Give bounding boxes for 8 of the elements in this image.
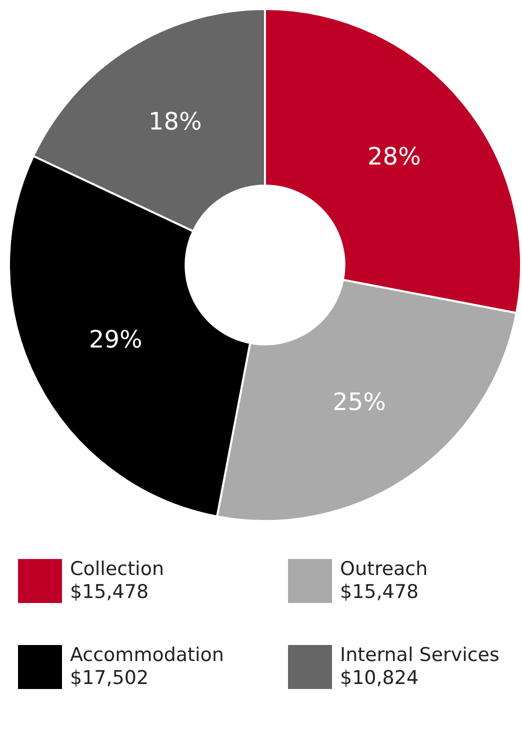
data-label: 28% [368,142,421,170]
data-label: 18% [148,108,202,136]
legend-label: Accommodation $17,502 [70,644,224,690]
data-label: 29% [88,325,142,354]
legend-label: Internal Services $10,824 [340,644,500,690]
legend-label: Outreach $15,478 [340,558,428,604]
legend-label: Collection $15,478 [70,558,164,604]
data-label: 25% [332,388,386,416]
